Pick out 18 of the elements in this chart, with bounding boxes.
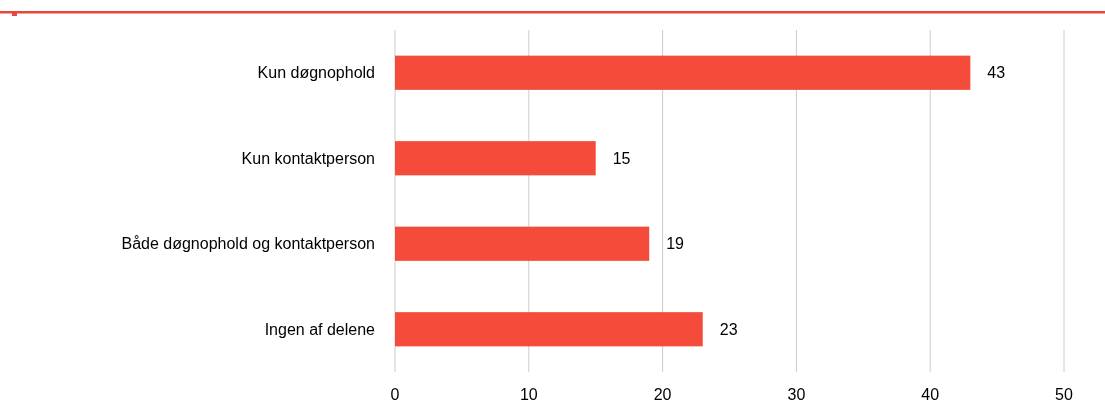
x-tick-label: 30 xyxy=(787,386,806,403)
x-tick-label: 0 xyxy=(390,386,400,403)
bar xyxy=(395,55,971,90)
x-tick-label: 50 xyxy=(1055,386,1073,403)
bar xyxy=(395,226,650,261)
data-label: 15 xyxy=(612,149,631,167)
bar xyxy=(395,141,596,176)
y-tick-label: Kun døgnophold xyxy=(257,64,375,82)
x-tick-label: 40 xyxy=(921,386,940,403)
y-tick-label: Kun kontaktperson xyxy=(241,149,375,167)
x-tick-label: 10 xyxy=(519,386,538,403)
data-label: 43 xyxy=(987,64,1006,82)
data-label: 19 xyxy=(666,235,685,253)
x-tick-label: 20 xyxy=(653,386,672,403)
data-label: 23 xyxy=(719,320,738,338)
y-tick-label: Ingen af delene xyxy=(264,320,376,338)
y-tick-label: Både døgnophold og kontaktperson xyxy=(121,235,375,253)
bar xyxy=(395,312,703,347)
